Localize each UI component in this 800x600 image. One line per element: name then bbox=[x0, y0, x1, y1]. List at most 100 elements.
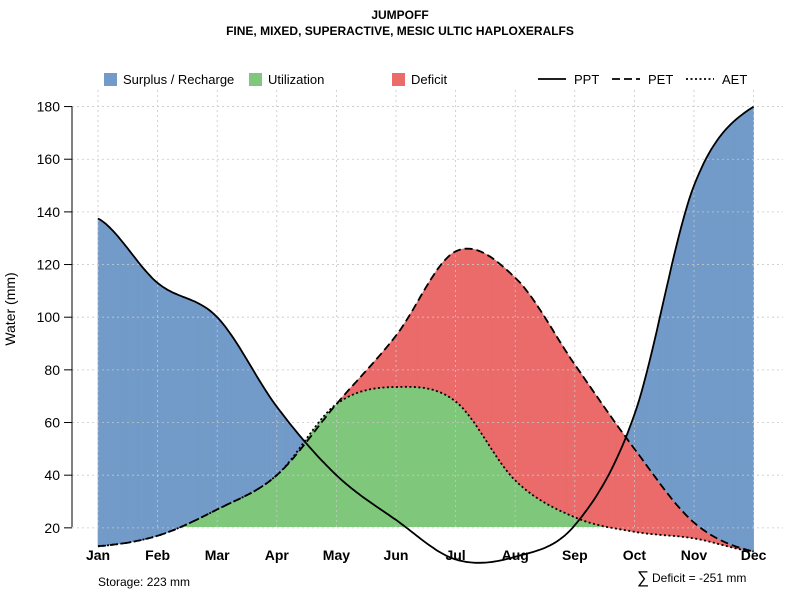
surplus-area bbox=[192, 300, 196, 523]
deficit-area bbox=[596, 395, 600, 526]
x-tick-label: Jan bbox=[86, 547, 110, 563]
deficit-area bbox=[604, 406, 608, 528]
surplus-area bbox=[177, 294, 181, 529]
deficit-area bbox=[385, 344, 389, 388]
y-tick-label: 80 bbox=[44, 362, 60, 378]
surplus-area bbox=[286, 418, 290, 467]
surplus-area bbox=[219, 319, 223, 509]
deficit-area bbox=[368, 364, 372, 390]
surplus-area bbox=[231, 335, 235, 503]
surplus-area bbox=[202, 304, 206, 518]
deficit-area bbox=[529, 294, 533, 496]
surplus-area bbox=[661, 298, 665, 491]
deficit-area bbox=[373, 358, 377, 390]
surplus-area bbox=[681, 216, 685, 514]
surplus-area bbox=[728, 123, 732, 546]
surplus-area bbox=[234, 338, 238, 502]
surplus-area bbox=[264, 387, 268, 486]
legend-label: Deficit bbox=[411, 72, 448, 87]
surplus-area bbox=[718, 133, 722, 541]
surplus-area bbox=[738, 114, 742, 549]
surplus-area bbox=[683, 207, 687, 517]
legend-label: PET bbox=[648, 72, 673, 87]
deficit-area bbox=[591, 388, 595, 525]
surplus-area bbox=[256, 375, 260, 491]
deficit-area bbox=[462, 248, 466, 413]
deficit-area bbox=[509, 272, 514, 479]
x-tick-label: Feb bbox=[145, 547, 170, 563]
y-tick-label: 40 bbox=[44, 467, 60, 483]
deficit-area bbox=[427, 278, 432, 390]
surplus-area bbox=[288, 421, 292, 464]
surplus-area bbox=[172, 291, 176, 531]
surplus-area bbox=[249, 362, 253, 495]
deficit-area bbox=[430, 274, 434, 391]
deficit-area bbox=[683, 512, 687, 538]
surplus-area bbox=[698, 167, 702, 530]
deficit-area bbox=[423, 286, 427, 389]
surplus-area bbox=[671, 255, 675, 503]
deficit-area bbox=[492, 257, 496, 456]
deficit-total-label: Deficit = -251 mm bbox=[652, 571, 746, 585]
surplus-area bbox=[102, 221, 106, 547]
deficit-area bbox=[502, 265, 506, 470]
series-line-pet bbox=[97, 247, 754, 553]
deficit-area bbox=[658, 481, 663, 536]
surplus-area bbox=[271, 398, 275, 480]
surplus-area bbox=[676, 234, 680, 509]
surplus-area bbox=[713, 140, 717, 539]
surplus-area bbox=[716, 137, 720, 540]
legend-swatch-deficit bbox=[392, 73, 405, 86]
deficit-area bbox=[616, 424, 620, 530]
deficit-area bbox=[432, 270, 437, 392]
deficit-area bbox=[631, 444, 635, 533]
surplus-area bbox=[740, 112, 744, 550]
deficit-area bbox=[626, 437, 630, 532]
surplus-area bbox=[187, 298, 191, 525]
surplus-area bbox=[735, 116, 739, 548]
surplus-area bbox=[97, 217, 101, 547]
deficit-area bbox=[482, 252, 486, 441]
deficit-area bbox=[619, 427, 623, 531]
surplus-area bbox=[229, 331, 233, 504]
surplus-area bbox=[179, 295, 183, 528]
deficit-area bbox=[644, 461, 648, 534]
surplus-area bbox=[115, 232, 119, 545]
chart-subtitle: FINE, MIXED, SUPERACTIVE, MESIC ULTIC HA… bbox=[226, 24, 574, 38]
deficit-area bbox=[519, 282, 523, 488]
deficit-area bbox=[517, 279, 521, 486]
deficit-area bbox=[440, 261, 444, 395]
deficit-area bbox=[673, 500, 677, 537]
deficit-area bbox=[487, 254, 491, 449]
deficit-area bbox=[477, 250, 481, 433]
y-tick-label: 140 bbox=[37, 204, 61, 220]
legend-swatch-surplus-recharge bbox=[104, 73, 117, 86]
surplus-area bbox=[711, 144, 715, 538]
deficit-area bbox=[537, 304, 541, 501]
deficit-area bbox=[497, 261, 501, 464]
deficit-area bbox=[576, 367, 581, 520]
surplus-area bbox=[189, 299, 193, 524]
surplus-area bbox=[159, 284, 163, 536]
surplus-area bbox=[209, 309, 213, 514]
surplus-area bbox=[224, 324, 228, 507]
surplus-area bbox=[281, 412, 285, 472]
surplus-area bbox=[105, 222, 109, 546]
deficit-area bbox=[475, 249, 479, 430]
surplus-area bbox=[641, 381, 645, 464]
surplus-area bbox=[254, 371, 258, 492]
surplus-area bbox=[182, 296, 186, 527]
surplus-area bbox=[259, 379, 263, 489]
surplus-area bbox=[745, 109, 749, 551]
deficit-area bbox=[549, 324, 553, 508]
surplus-area bbox=[127, 247, 131, 544]
legend-label: Surplus / Recharge bbox=[123, 72, 234, 87]
surplus-area bbox=[120, 238, 124, 545]
surplus-area bbox=[137, 260, 141, 542]
surplus-area bbox=[748, 107, 752, 552]
surplus-area bbox=[686, 199, 690, 519]
surplus-area bbox=[278, 409, 283, 474]
surplus-area bbox=[221, 321, 225, 508]
deficit-area bbox=[527, 290, 531, 494]
